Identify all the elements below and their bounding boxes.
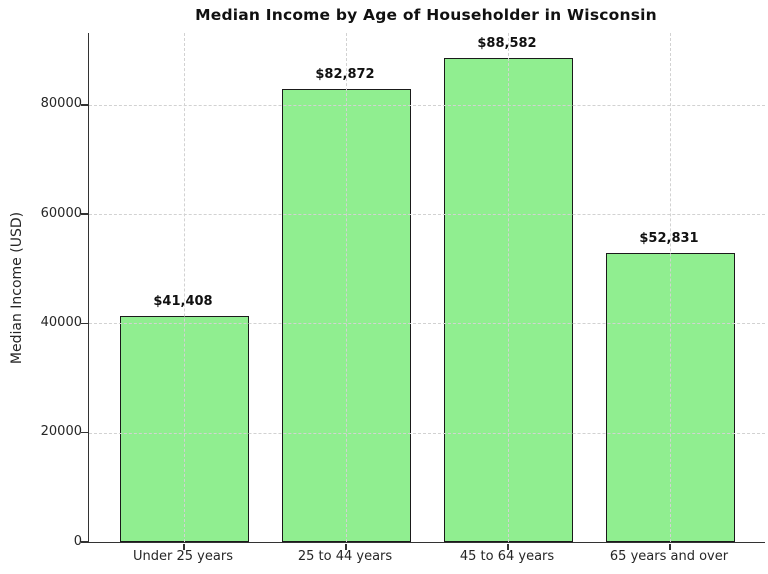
bar-1	[119, 315, 249, 542]
y-tick-mark	[81, 322, 88, 325]
y-tick-mark	[81, 541, 88, 543]
x-tick-mark	[669, 543, 671, 550]
y-tick-mark	[81, 104, 88, 106]
bar-3	[443, 58, 573, 542]
y-tick-label: 40000	[40, 314, 82, 330]
y-axis-label: Median Income (USD)	[9, 211, 25, 365]
x-tick-mark	[183, 543, 185, 550]
bar-value-label: $41,408	[153, 293, 213, 309]
plot-area	[81, 33, 765, 550]
bar-value-label: $82,872	[315, 67, 375, 83]
x-tick-mark	[345, 543, 347, 550]
x-tick-mark	[507, 543, 509, 550]
y-tick-label: 20000	[40, 424, 82, 440]
x-tick-label: Under 25 years	[133, 549, 233, 564]
bar-2	[281, 89, 411, 542]
y-tick-label: 80000	[40, 96, 82, 112]
x-tick-label: 45 to 64 years	[459, 549, 555, 564]
chart-title: Median Income by Age of Householder in W…	[195, 6, 657, 24]
x-tick-label: 25 to 44 years	[297, 549, 393, 564]
bar-4	[605, 253, 735, 542]
horizontal-gridline	[89, 214, 765, 216]
x-tick-label: 65 years and over	[609, 549, 729, 564]
y-tick-mark	[81, 213, 88, 215]
bar-value-label: $88,582	[477, 36, 537, 52]
y-tick-label: 0	[73, 533, 82, 549]
y-tick-mark	[81, 431, 88, 434]
horizontal-gridline	[89, 104, 765, 106]
y-tick-label: 60000	[40, 205, 82, 221]
bar-value-label: $52,831	[639, 231, 699, 247]
